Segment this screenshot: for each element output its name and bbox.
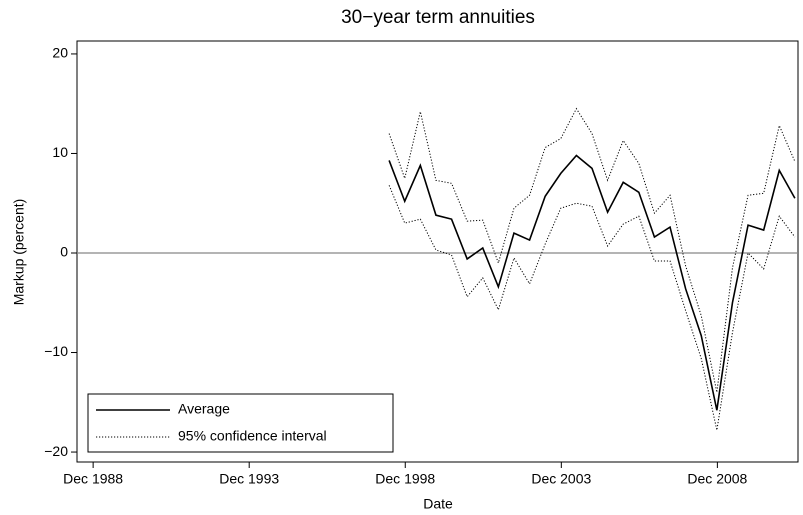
x-tick-label: Dec 1998	[375, 471, 435, 487]
chart-title: 30−year term annuities	[341, 7, 535, 28]
y-tick-label: −20	[44, 443, 68, 459]
x-axis-label: Date	[423, 496, 453, 512]
plot-frame	[76, 40, 799, 463]
legend-label: Average	[178, 401, 230, 417]
legend-label: 95% confidence interval	[178, 428, 327, 444]
x-tick-label: Dec 1993	[219, 471, 279, 487]
y-tick-label: 10	[52, 144, 68, 160]
x-tick-label: Dec 2008	[687, 471, 747, 487]
series-line	[388, 154, 796, 411]
y-tick-label: 20	[52, 45, 68, 61]
series-line	[388, 107, 796, 393]
y-tick-label: 0	[60, 244, 68, 260]
x-tick-label: Dec 2003	[531, 471, 591, 487]
legend-box	[87, 393, 394, 453]
y-tick-label: −10	[44, 343, 68, 359]
x-tick-label: Dec 1988	[63, 471, 123, 487]
y-axis-label: Markup (percent)	[11, 199, 27, 306]
series-line	[388, 185, 796, 431]
